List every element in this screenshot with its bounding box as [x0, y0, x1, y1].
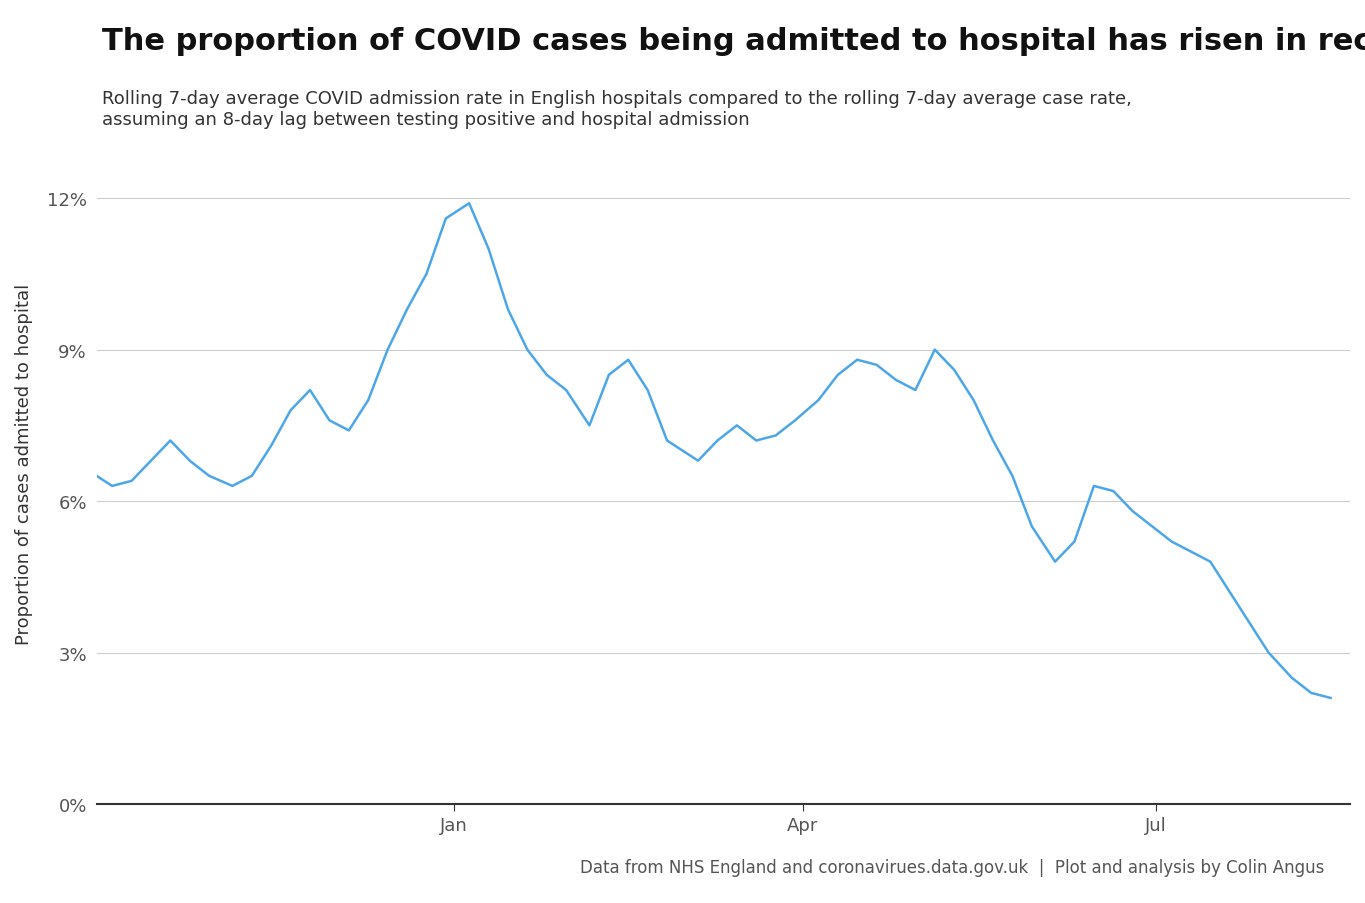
Y-axis label: Proportion of cases admitted to hospital: Proportion of cases admitted to hospital: [15, 284, 33, 644]
Text: Rolling 7-day average COVID admission rate in English hospitals compared to the : Rolling 7-day average COVID admission ra…: [102, 90, 1132, 129]
Text: Data from NHS England and coronavirues.data.gov.uk  |  Plot and analysis by Coli: Data from NHS England and coronavirues.d…: [580, 858, 1324, 876]
Text: The proportion of COVID cases being admitted to hospital has risen in recent day: The proportion of COVID cases being admi…: [102, 27, 1365, 56]
